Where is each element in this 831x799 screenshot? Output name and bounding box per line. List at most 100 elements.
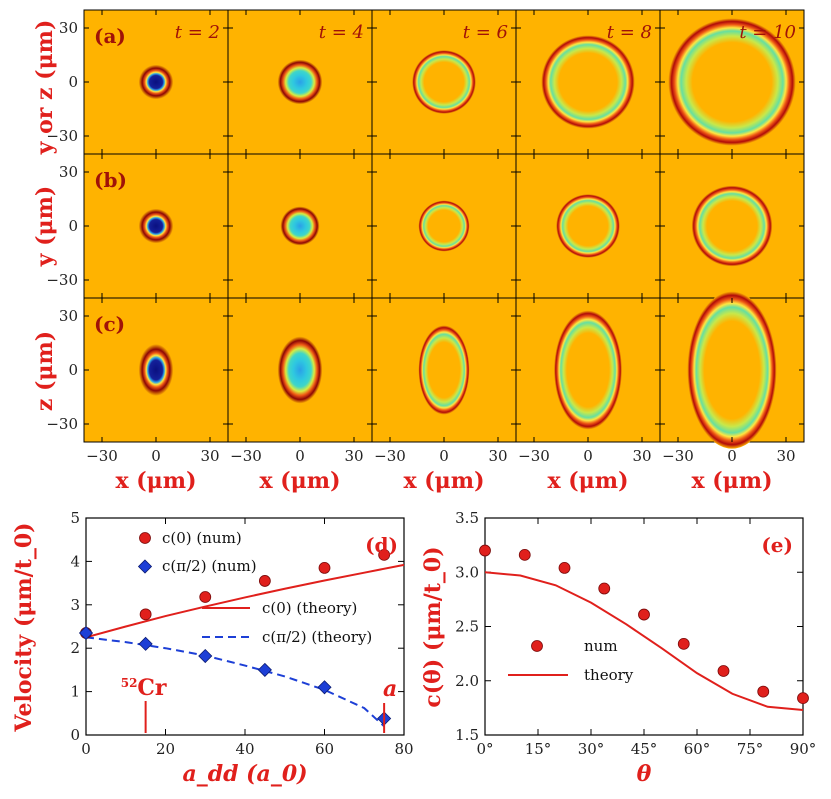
x-tick-label: 30°: [578, 740, 605, 758]
legend-label: c(π/2) (theory): [262, 628, 372, 646]
snapshot-cell: [371, 153, 517, 299]
legend-marker-circle: [531, 640, 543, 652]
plot-frame: [85, 517, 405, 736]
annotation-cr52: 52Cr: [121, 675, 167, 701]
y-tick-label: 0: [68, 361, 78, 379]
time-label: t = 4: [319, 22, 364, 43]
data-point-diamond: [138, 636, 153, 651]
legend: c(0) (num) c(π/2) (num) c(0) (theory) c(π/2…: [137, 529, 372, 646]
density-ring: [541, 35, 635, 129]
panel-d-velocity-chart: 0 20 40 60 80 0 1 2 3 4 5 a_dd (a_0) Velocity (μm/t_…: [11, 509, 414, 787]
data-point-diamond: [78, 625, 94, 641]
time-label: t = 2: [175, 22, 220, 43]
legend-label: c(0) (num): [162, 529, 242, 547]
y-axis-label: Velocity (μm/t_0): [11, 522, 37, 732]
row-a-ylabel: y or z (μm): [32, 20, 58, 156]
row-b-ylabel: y (μm): [32, 186, 58, 268]
x-tick-label: 0°: [476, 740, 493, 758]
data-point-circle: [598, 582, 611, 595]
y-tick-label: 0: [68, 217, 78, 235]
snapshot-cell: t = 8: [515, 9, 661, 155]
legend-label: c(0) (theory): [262, 599, 357, 617]
data-point-circle: [518, 548, 531, 561]
density-ring: [418, 200, 470, 252]
snapshot-cell: [515, 153, 661, 299]
data-point-circle: [378, 548, 391, 561]
y-tick-label: 2.5: [455, 618, 479, 636]
x-tick-label: 15°: [525, 740, 552, 758]
y-tick-label: 4: [70, 552, 80, 570]
time-label: t = 10: [739, 22, 796, 43]
x-tick-label: 90°: [790, 740, 817, 758]
x-tick-label: 0: [439, 447, 449, 465]
x-tick-label: −30: [374, 447, 406, 465]
data-point-circle: [558, 562, 571, 574]
x-tick-label: 30: [200, 447, 219, 465]
data-point-circle: [318, 562, 331, 574]
x-tick-label: 30: [776, 447, 795, 465]
x-axis-label: x (μm): [116, 468, 197, 494]
x-axis-label: x (μm): [404, 468, 485, 494]
legend-label: c(π/2) (num): [162, 557, 257, 575]
x-tick-label: −30: [230, 447, 262, 465]
x-tick-label: 0: [151, 447, 161, 465]
density-ring: [412, 50, 476, 114]
density-blob: [138, 64, 174, 100]
density-blob: [138, 208, 174, 244]
annotation-base: Cr: [137, 675, 167, 701]
data-point-diamond: [198, 648, 213, 664]
x-tick-label: −30: [518, 447, 550, 465]
y-tick-label: 5: [70, 509, 80, 527]
snapshot-cell: [515, 297, 661, 443]
y-tick-label: 30: [59, 307, 78, 325]
annotation-superscript: 52: [121, 676, 138, 690]
row-panel-label: (c): [94, 312, 125, 336]
row-panel-label: (b): [94, 168, 127, 192]
density-ring: [277, 59, 323, 105]
row-c-ylabel: z (μm): [32, 331, 58, 411]
snapshot-cell: t = 2 (a): [83, 9, 229, 155]
x-tick-label: 75°: [737, 740, 764, 758]
density-ring: [280, 206, 320, 246]
annotation-a: a: [383, 676, 397, 702]
x-tick-label: 0: [727, 447, 737, 465]
y-tick-label: 3.5: [455, 509, 479, 527]
snapshot-cell: [659, 291, 805, 449]
x-tick-label: 0: [583, 447, 593, 465]
x-tick-label: 60°: [684, 740, 711, 758]
theory-line: [85, 563, 405, 639]
y-tick-label: −30: [46, 127, 78, 145]
snapshot-grid: t = 2 (a) t = 4 t = 6 t = 8 t = 10 −30 0 30 (b) −3…: [46, 9, 805, 494]
legend-marker-circle: [139, 532, 151, 544]
snapshot-cell: t = 10: [659, 9, 805, 155]
y-tick-label: 1: [70, 683, 80, 701]
data-point-circle: [199, 591, 212, 603]
density-ring: [687, 291, 777, 449]
row-panel-label: (a): [94, 24, 126, 48]
y-tick-label: 1.5: [455, 726, 479, 744]
panel-label: (d): [365, 533, 398, 557]
y-tick-label: 30: [59, 19, 78, 37]
x-tick-label: 45°: [631, 740, 658, 758]
snapshot-cell: (c): [83, 297, 229, 443]
density-ring: [556, 194, 620, 258]
y-tick-label: 3.0: [455, 563, 479, 581]
x-tick-label: 60: [315, 740, 334, 758]
x-axis-label: x (μm): [692, 468, 773, 494]
data-point-circle: [638, 608, 650, 621]
legend: num theory: [508, 637, 634, 684]
density-ring: [418, 325, 470, 415]
data-point-diamond: [257, 662, 272, 677]
x-tick-label: 30: [488, 447, 507, 465]
legend-label: theory: [584, 666, 634, 684]
y-tick-label: −30: [46, 271, 78, 289]
density-blob: [138, 344, 174, 396]
time-label: t = 8: [607, 22, 652, 43]
panel-label: (e): [761, 533, 793, 557]
snapshot-cell: [227, 297, 373, 443]
x-tick-label: −30: [662, 447, 694, 465]
panel-e-angle-chart: 0° 15° 30° 45° 60° 75° 90° 1.5 2.0 2.5 3.0 3.5 θ c(θ)…: [420, 509, 816, 787]
y-tick-label: 3: [70, 596, 80, 614]
data-point-circle: [258, 575, 271, 587]
